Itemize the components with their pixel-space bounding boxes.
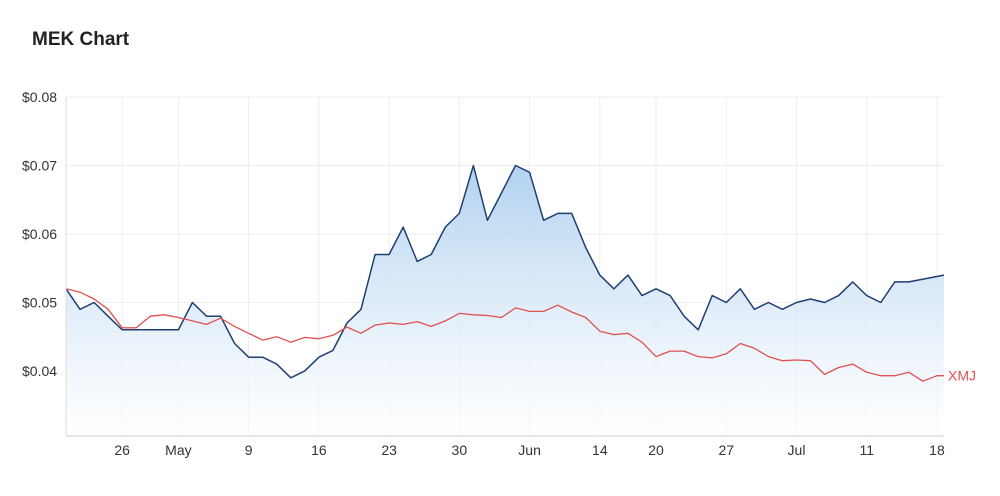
y-tick-label: $0.04 bbox=[22, 363, 57, 379]
x-tick-label: 30 bbox=[452, 442, 468, 458]
x-tick-label: 26 bbox=[114, 442, 130, 458]
y-tick-label: $0.06 bbox=[22, 226, 57, 242]
x-tick-label: 27 bbox=[718, 442, 734, 458]
x-tick-label: Jun bbox=[518, 442, 541, 458]
x-tick-label: May bbox=[165, 442, 191, 458]
xmj-index-line bbox=[65, 288, 944, 382]
mek-price-line bbox=[65, 164, 945, 379]
chart-title: MEK Chart bbox=[32, 29, 130, 50]
x-tick-label: 20 bbox=[648, 442, 664, 458]
mek-area-fill bbox=[66, 165, 944, 436]
y-tick-label: $0.05 bbox=[22, 294, 57, 310]
y-tick-label: $0.07 bbox=[22, 157, 57, 173]
x-tick-label: 9 bbox=[245, 442, 253, 458]
x-tick-label: 16 bbox=[311, 442, 327, 458]
x-tick-label: 23 bbox=[381, 442, 397, 458]
xmj-series-label: XMJ bbox=[948, 368, 976, 384]
x-tick-label: 14 bbox=[592, 442, 608, 458]
x-tick-label: Jul bbox=[788, 442, 806, 458]
x-tick-label: 11 bbox=[859, 442, 874, 458]
x-tick-label: 18 bbox=[929, 442, 945, 458]
y-tick-label: $0.08 bbox=[22, 89, 57, 105]
